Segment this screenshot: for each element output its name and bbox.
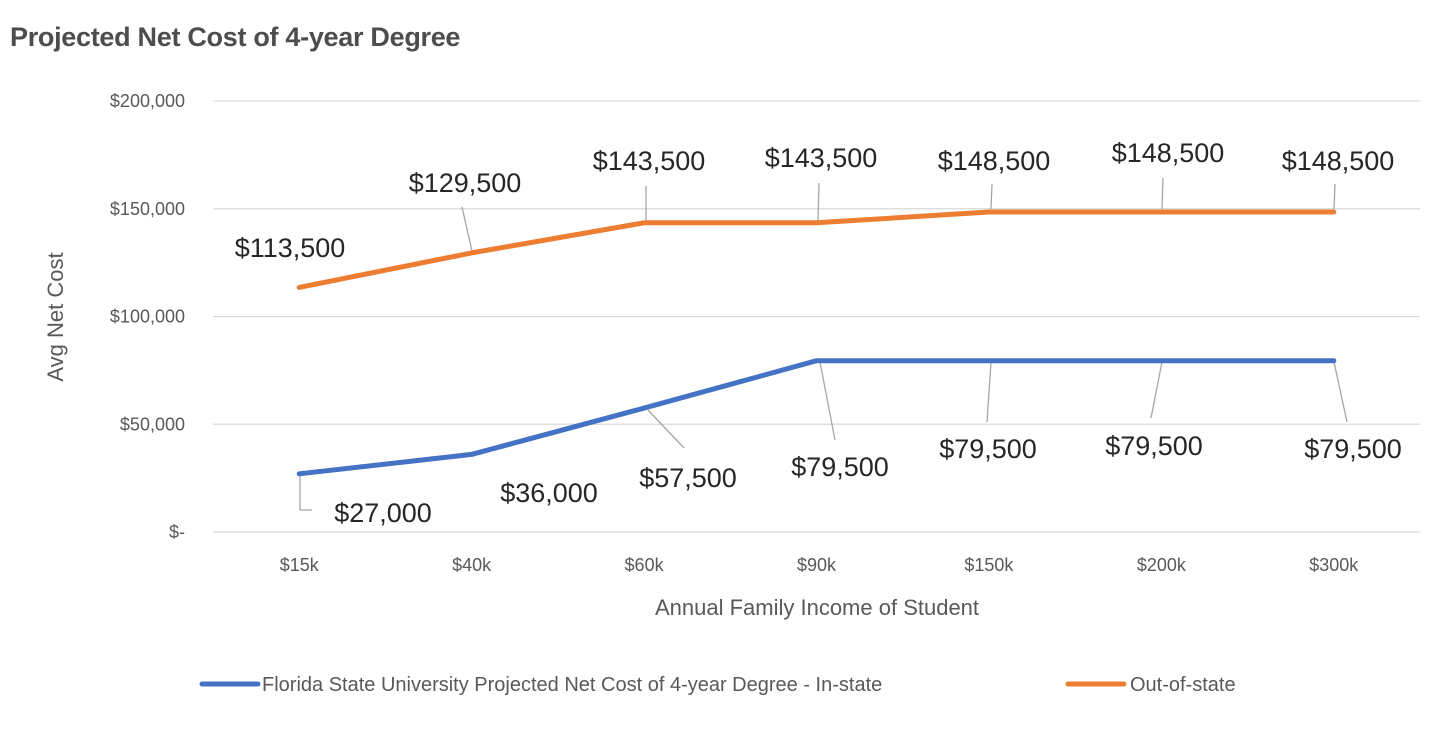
y-tick-label: $100,000 xyxy=(110,307,185,327)
leader-line xyxy=(817,182,820,222)
x-tick-label: $150k xyxy=(964,555,1014,575)
data-label: $79,500 xyxy=(1304,434,1402,464)
leader-line xyxy=(819,361,836,441)
leader-line xyxy=(1161,177,1164,210)
x-tick-label: $60k xyxy=(625,555,665,575)
data-labels: $27,000 $36,000 $57,500 $79,500 $79,500 $79,5… xyxy=(235,138,1402,528)
leader-line xyxy=(1333,183,1336,210)
leader-line xyxy=(1333,361,1348,423)
leader-line xyxy=(990,183,993,210)
x-tick-label: $15k xyxy=(280,555,320,575)
data-label: $113,500 xyxy=(235,233,346,263)
legend-label: Florida State University Projected Net C… xyxy=(262,674,882,696)
data-label: $57,500 xyxy=(639,463,737,493)
data-label: $148,500 xyxy=(1112,138,1225,168)
data-label: $79,500 xyxy=(1105,431,1203,461)
gridlines xyxy=(213,100,1420,533)
label-leader-lines xyxy=(299,177,1348,511)
chart-title: Projected Net Cost of 4-year Degree xyxy=(10,22,461,52)
data-label: $143,500 xyxy=(765,143,878,173)
leader-line xyxy=(647,409,685,449)
series-lines xyxy=(296,209,1337,477)
legend: Florida State University Projected Net C… xyxy=(199,674,1236,696)
x-axis-label: Annual Family Income of Student xyxy=(655,595,979,620)
series-line-in-state xyxy=(296,358,1337,477)
data-label: $79,500 xyxy=(939,434,1037,464)
y-tick-label: $50,000 xyxy=(120,414,185,434)
data-label: $148,500 xyxy=(938,146,1051,176)
y-axis-ticks: $- $50,000 $100,000 $150,000 $200,000 xyxy=(110,91,185,542)
y-tick-label: $- xyxy=(169,522,185,542)
x-tick-label: $300k xyxy=(1309,555,1359,575)
y-axis-label: Avg Net Cost xyxy=(43,252,68,381)
series-line-out-of-state xyxy=(296,209,1337,290)
x-tick-label: $40k xyxy=(452,555,492,575)
data-label: $27,000 xyxy=(334,498,432,528)
data-label: $79,500 xyxy=(791,452,889,482)
data-label: $148,500 xyxy=(1282,146,1395,176)
x-axis-ticks: $15k $40k $60k $90k $150k $200k $300k xyxy=(280,555,1360,575)
x-tick-label: $90k xyxy=(797,555,837,575)
y-tick-label: $150,000 xyxy=(110,199,185,219)
legend-label: Out-of-state xyxy=(1130,674,1236,696)
leader-line xyxy=(986,361,992,423)
y-tick-label: $200,000 xyxy=(110,91,185,111)
data-label: $36,000 xyxy=(500,478,598,508)
leader-line xyxy=(299,474,312,511)
x-tick-label: $200k xyxy=(1137,555,1187,575)
data-label: $129,500 xyxy=(409,168,522,198)
data-label: $143,500 xyxy=(593,146,706,176)
leader-line xyxy=(1150,361,1163,419)
leader-line xyxy=(461,206,473,252)
